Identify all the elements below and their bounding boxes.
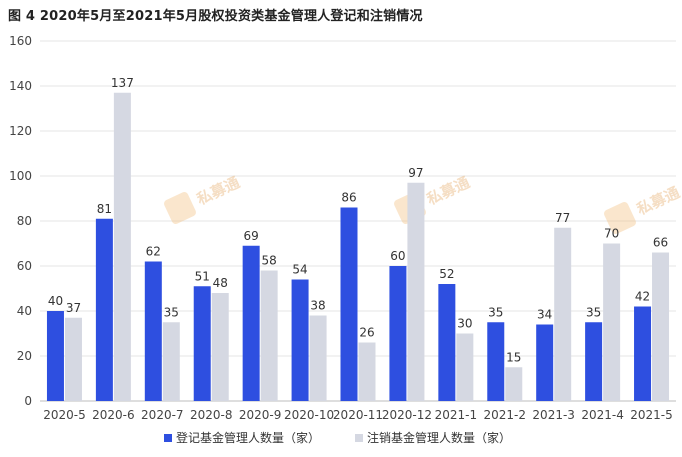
bar-deregistered bbox=[652, 252, 670, 401]
bar-deregistered bbox=[554, 227, 572, 401]
legend-label: 登记基金管理人数量（家） bbox=[176, 430, 320, 445]
bar-registered bbox=[242, 245, 260, 401]
watermark-text: 私募通 bbox=[633, 183, 682, 219]
data-label-registered: 62 bbox=[146, 245, 161, 259]
bar-registered bbox=[144, 261, 162, 401]
bar-registered bbox=[46, 311, 64, 401]
data-label-registered: 86 bbox=[341, 191, 356, 205]
bars bbox=[46, 92, 670, 401]
y-tick-label: 160 bbox=[9, 34, 32, 48]
x-tick-label: 2020-11 bbox=[333, 408, 383, 422]
data-label-deregistered: 15 bbox=[506, 350, 521, 364]
bar-deregistered bbox=[309, 315, 327, 401]
data-label-registered: 51 bbox=[195, 269, 210, 283]
x-tick-label: 2021-1 bbox=[435, 408, 478, 422]
watermark-text: 私募通 bbox=[423, 173, 472, 209]
x-tick-label: 2021-4 bbox=[581, 408, 624, 422]
x-tick-label: 2021-5 bbox=[630, 408, 673, 422]
data-label-deregistered: 137 bbox=[111, 76, 134, 90]
bar-registered bbox=[291, 279, 309, 401]
y-tick-label: 120 bbox=[9, 124, 32, 138]
watermark-text: 私募通 bbox=[193, 173, 242, 209]
bar-registered bbox=[634, 306, 652, 401]
data-label-registered: 69 bbox=[244, 229, 259, 243]
y-tick-label: 140 bbox=[9, 79, 32, 93]
bar-deregistered bbox=[113, 92, 131, 401]
data-label-deregistered: 26 bbox=[359, 326, 374, 340]
y-tick-label: 60 bbox=[17, 259, 32, 273]
data-label-deregistered: 48 bbox=[213, 276, 228, 290]
x-tick-label: 2021-3 bbox=[532, 408, 575, 422]
y-tick-label: 40 bbox=[17, 304, 32, 318]
x-tick-label: 2020-5 bbox=[43, 408, 86, 422]
legend-item: 注销基金管理人数量（家） bbox=[355, 430, 511, 445]
bar-registered bbox=[438, 284, 456, 401]
bar-deregistered bbox=[211, 293, 229, 401]
bar-deregistered bbox=[260, 270, 278, 401]
watermark: 私募通 bbox=[164, 173, 242, 224]
data-label-deregistered: 77 bbox=[555, 211, 570, 225]
data-label-registered: 52 bbox=[439, 267, 454, 281]
data-label-registered: 54 bbox=[292, 263, 307, 277]
data-label-deregistered: 70 bbox=[604, 227, 619, 241]
data-label-registered: 81 bbox=[97, 202, 112, 216]
legend-swatch bbox=[164, 434, 172, 442]
chart-title: 图 4 2020年5月至2021年5月股权投资类基金管理人登记和注销情况 bbox=[8, 9, 423, 24]
x-tick-label: 2020-9 bbox=[239, 408, 282, 422]
data-label-deregistered: 66 bbox=[653, 236, 668, 250]
bar-registered bbox=[340, 207, 358, 401]
y-tick-label: 0 bbox=[24, 394, 32, 408]
data-label-registered: 35 bbox=[586, 305, 601, 319]
y-tick-label: 80 bbox=[17, 214, 32, 228]
bar-deregistered bbox=[603, 243, 621, 401]
data-label-registered: 60 bbox=[390, 249, 405, 263]
data-label-deregistered: 58 bbox=[262, 254, 277, 268]
private-equity-logo-icon bbox=[164, 192, 196, 224]
x-axis: 2020-5 2020-6 2020-7 2020-8 2020-9 2020-10202… bbox=[43, 408, 673, 422]
y-tick-label: 20 bbox=[17, 349, 32, 363]
data-label-registered: 35 bbox=[488, 305, 503, 319]
bar-registered bbox=[193, 286, 211, 401]
bar-deregistered bbox=[456, 333, 474, 401]
bar-deregistered bbox=[64, 317, 82, 401]
data-label-deregistered: 38 bbox=[310, 299, 325, 313]
bar-deregistered bbox=[505, 367, 523, 401]
bar-deregistered bbox=[162, 322, 180, 401]
x-tick-label: 2020-8 bbox=[190, 408, 233, 422]
bar-registered bbox=[585, 322, 603, 401]
legend-label: 注销基金管理人数量（家） bbox=[367, 430, 511, 445]
data-label-deregistered: 30 bbox=[457, 317, 472, 331]
bar-registered bbox=[95, 218, 113, 401]
bar-registered bbox=[536, 324, 554, 401]
data-label-deregistered: 97 bbox=[408, 166, 423, 180]
y-axis: 0 20 40 60 80 100 120 140 160 bbox=[9, 34, 32, 408]
data-label-deregistered: 37 bbox=[66, 301, 81, 315]
bar-deregistered bbox=[407, 182, 425, 401]
legend-swatch bbox=[355, 434, 363, 442]
bar-registered bbox=[487, 322, 505, 401]
data-label-registered: 34 bbox=[537, 308, 552, 322]
x-tick-label: 2020-12 bbox=[382, 408, 432, 422]
x-tick-label: 2020-7 bbox=[141, 408, 184, 422]
data-label-registered: 40 bbox=[48, 294, 63, 308]
x-tick-label: 2021-2 bbox=[484, 408, 527, 422]
legend-item: 登记基金管理人数量（家） bbox=[164, 430, 320, 445]
y-tick-label: 100 bbox=[9, 169, 32, 183]
legend: 登记基金管理人数量（家） 注销基金管理人数量（家） bbox=[164, 430, 511, 445]
bar-deregistered bbox=[358, 342, 376, 401]
x-tick-label: 2020-6 bbox=[92, 408, 135, 422]
watermark: 私募通 bbox=[394, 173, 472, 224]
private-equity-logo-icon bbox=[604, 202, 636, 234]
data-label-deregistered: 35 bbox=[164, 305, 179, 319]
data-label-registered: 42 bbox=[635, 290, 650, 304]
gridlines bbox=[40, 40, 676, 402]
x-tick-label: 2020-10 bbox=[284, 408, 334, 422]
bar-registered bbox=[389, 266, 407, 401]
